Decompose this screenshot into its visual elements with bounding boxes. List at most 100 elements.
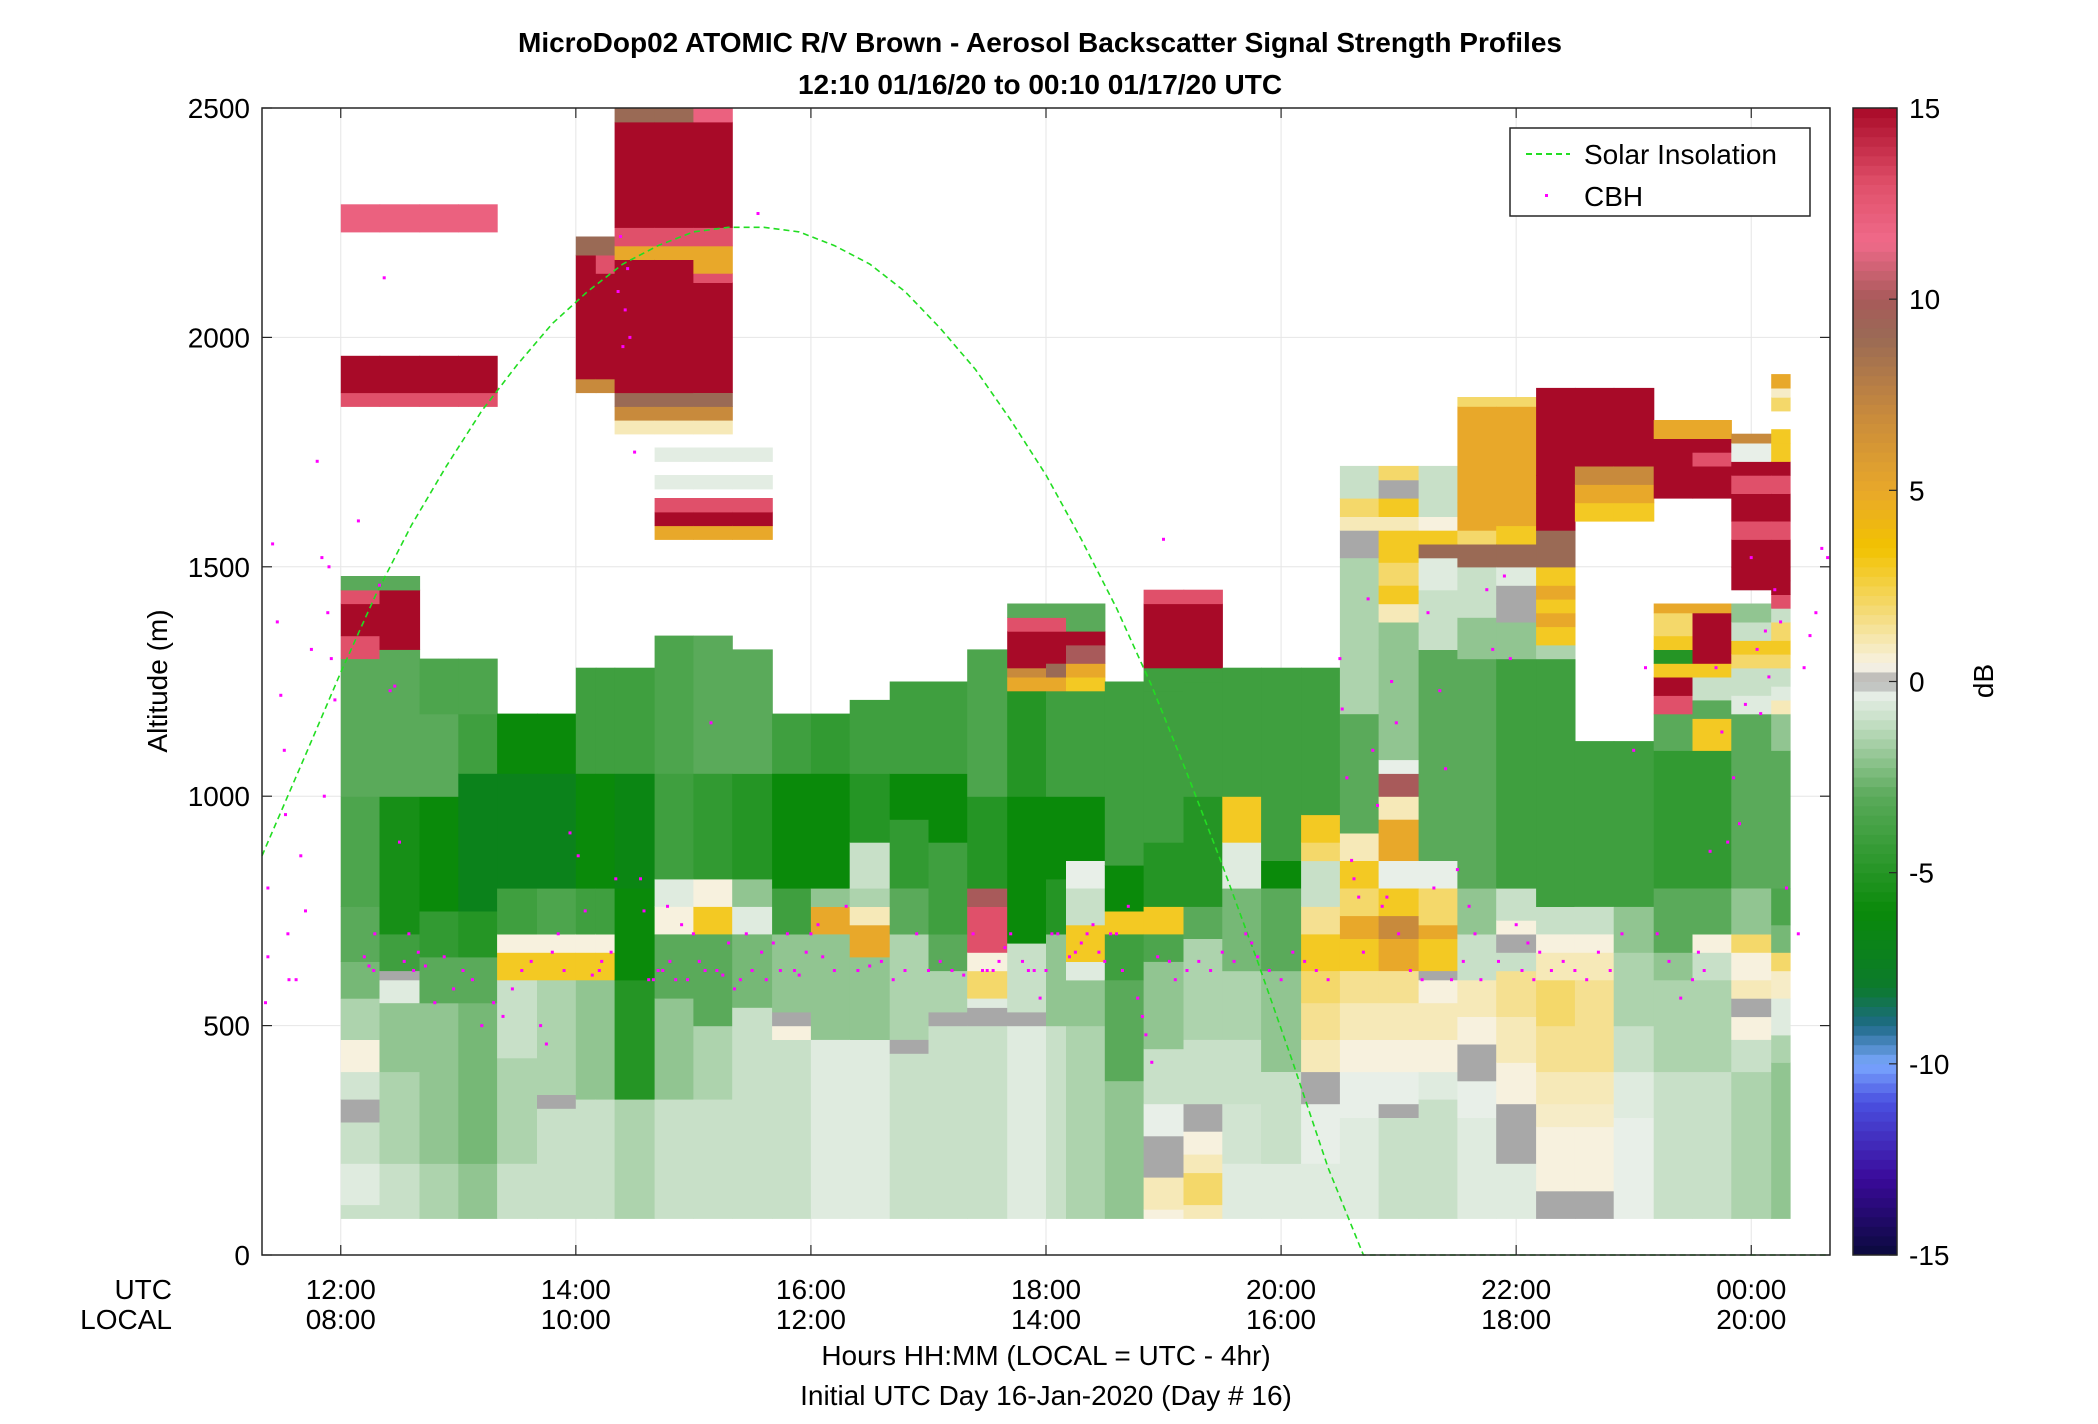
colorbar-segment: [1853, 1063, 1897, 1074]
cbh-point: [1826, 556, 1830, 560]
colorbar-segment: [1853, 1188, 1897, 1199]
heatmap-cell: [614, 773, 656, 889]
colorbar-segment: [1853, 356, 1897, 367]
heatmap-cell: [1457, 594, 1497, 618]
heatmap-cell: [1418, 1099, 1458, 1219]
heatmap-cell: [732, 1007, 773, 1100]
cbh-point: [971, 932, 975, 936]
heatmap-cell: [1771, 998, 1791, 1036]
cbh-point: [1549, 969, 1553, 972]
heatmap-cell: [1771, 1034, 1791, 1063]
heatmap-cell: [614, 420, 656, 435]
heatmap-cell: [1574, 502, 1615, 522]
heatmap-cell: [1301, 1002, 1341, 1040]
heatmap-cell: [537, 933, 577, 953]
heatmap-cell: [1731, 888, 1772, 935]
colorbar-segment: [1853, 1197, 1897, 1208]
heatmap-cell: [1007, 617, 1047, 632]
heatmap-cell: [1457, 1016, 1497, 1045]
colorbar-segment: [1853, 232, 1897, 243]
heatmap-cell: [1496, 1016, 1537, 1063]
heatmap-cell: [1731, 433, 1772, 444]
heatmap-cell: [1339, 915, 1380, 939]
cbh-point: [329, 657, 333, 661]
heatmap-cell: [693, 245, 733, 274]
cbh-point: [1340, 707, 1344, 711]
heatmap-cell: [575, 378, 597, 394]
heatmap-cell: [1007, 631, 1047, 669]
cbh-point: [903, 969, 907, 972]
y-tick-label: 2500: [188, 93, 250, 124]
heatmap-cell: [1771, 1062, 1791, 1219]
heatmap-cell: [1496, 525, 1537, 545]
heatmap-cell: [1457, 933, 1497, 981]
heatmap-cell: [967, 952, 1008, 972]
cbh-point: [294, 978, 298, 982]
colorbar-segment: [1853, 155, 1897, 166]
x-tick-label-utc: 16:00: [776, 1274, 846, 1305]
heatmap-cell: [1574, 906, 1615, 935]
heatmap-cell: [1731, 1016, 1772, 1040]
heatmap-cell: [1536, 387, 1576, 476]
heatmap-cell: [1046, 933, 1067, 1027]
heatmap-cell: [928, 1011, 968, 1027]
cbh-point: [568, 831, 572, 835]
cbh-point: [1267, 969, 1271, 972]
heatmap-cell: [1457, 617, 1497, 660]
colorbar-tick-label: 0: [1909, 667, 1925, 698]
cbh-point: [1796, 932, 1800, 936]
y-tick-label: 500: [203, 1011, 250, 1042]
heatmap-cell: [967, 649, 1008, 797]
heatmap-cell: [1183, 667, 1223, 683]
heatmap-cell: [1771, 566, 1791, 582]
heatmap-cell: [1536, 612, 1576, 628]
heatmap-cell: [693, 420, 733, 435]
cbh-point: [1073, 950, 1077, 954]
heatmap-cell: [967, 970, 1008, 999]
cbh-point: [697, 959, 701, 963]
colorbar-segment: [1853, 251, 1897, 262]
cbh-point: [1814, 611, 1818, 615]
heatmap-cell: [1692, 612, 1732, 632]
heatmap-cell: [1007, 690, 1047, 797]
colorbar-tick-label: 15: [1909, 93, 1940, 124]
heatmap-cell: [595, 378, 616, 394]
heatmap-cell: [654, 447, 694, 462]
heatmap-cell: [1339, 465, 1380, 499]
colorbar-segment: [1853, 127, 1897, 138]
heatmap-cell: [614, 392, 656, 407]
heatmap-cell: [497, 1163, 538, 1219]
colorbar-segment: [1853, 1235, 1897, 1246]
heatmap-cell: [497, 979, 538, 1059]
heatmap-cell: [1222, 796, 1262, 843]
heatmap-cell: [1046, 690, 1067, 797]
cbh-point: [991, 969, 995, 972]
x-tick-label-utc: 22:00: [1481, 1274, 1551, 1305]
heatmap-cell: [1771, 520, 1791, 540]
cbh-point: [750, 969, 754, 972]
heatmap-cell: [1143, 961, 1185, 1050]
heatmap-cell: [1301, 814, 1341, 843]
cbh-point: [738, 978, 742, 982]
cbh-point: [1394, 721, 1398, 725]
heatmap-cell: [379, 970, 421, 981]
colorbar-segment: [1853, 652, 1897, 663]
colorbar-segment: [1853, 165, 1897, 176]
cbh-point: [1220, 950, 1224, 954]
heatmap-cell: [1378, 860, 1420, 889]
cbh-point: [797, 973, 801, 977]
heatmap-cell: [732, 511, 773, 527]
x-axis-local-label: LOCAL: [80, 1304, 172, 1335]
heatmap-cell: [1301, 1103, 1341, 1164]
heatmap-cell: [654, 420, 694, 435]
heatmap-cell: [595, 273, 616, 380]
heatmap-cell: [1653, 952, 1694, 981]
cbh-point: [1185, 969, 1189, 972]
heatmap-cell: [967, 998, 1008, 1008]
cbh-point: [544, 1042, 548, 1046]
heatmap-cell: [537, 888, 577, 935]
heatmap-cell: [340, 1204, 381, 1219]
cbh-point: [320, 556, 324, 560]
cbh-point: [868, 964, 872, 968]
heatmap-cell: [1536, 1071, 1576, 1105]
